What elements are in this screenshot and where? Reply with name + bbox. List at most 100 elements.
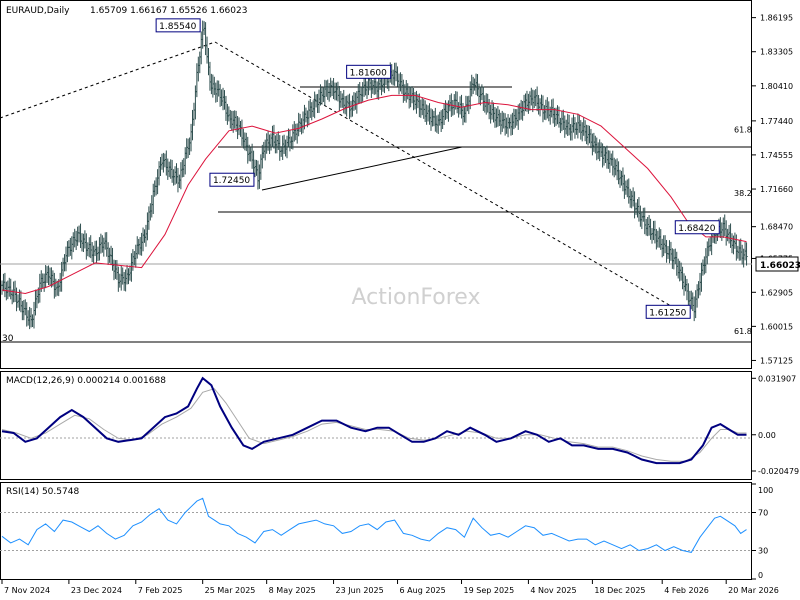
price-bar [178, 174, 181, 189]
price-bar [645, 218, 648, 236]
time-axis-label: 6 Aug 2025 [400, 586, 446, 595]
price-axis-label: 1.83305 [760, 48, 793, 57]
price-bar [80, 233, 84, 252]
price-bar [146, 212, 149, 241]
price-bar [136, 236, 139, 259]
price-bar [742, 248, 745, 268]
price-bar [614, 159, 617, 176]
price-bar [685, 278, 689, 301]
price-bar [729, 223, 732, 248]
price-bar [326, 79, 329, 100]
price-bar [93, 240, 97, 257]
price-bar [309, 98, 312, 118]
macd-axis-label: 0.031907 [758, 374, 796, 383]
price-bar [149, 203, 152, 221]
price-bar [585, 124, 588, 145]
price-bar [364, 76, 367, 96]
price-bar [157, 161, 161, 186]
price-bar [739, 238, 742, 261]
price-bar [653, 220, 657, 244]
price-bar [345, 95, 348, 117]
price-bar [474, 73, 478, 95]
price-bar [637, 197, 641, 222]
time-axis-label: 25 Mar 2025 [205, 586, 256, 595]
price-bar [188, 137, 191, 156]
price-bar [735, 234, 738, 261]
time-axis-label: 20 Mar 2026 [728, 586, 779, 595]
price-bar [631, 187, 635, 207]
price-bar [604, 146, 607, 164]
price-bar [67, 240, 71, 257]
price-bar [533, 90, 536, 109]
rsi-axis-label: 100 [758, 486, 773, 495]
price-bar [550, 99, 553, 118]
price-bar [438, 111, 441, 126]
price-bar [358, 81, 361, 104]
price-bar [649, 218, 652, 240]
price-bar [288, 129, 292, 152]
price-bar [185, 138, 188, 159]
price-bar [296, 123, 299, 144]
price-bar [32, 301, 36, 329]
price-bar [429, 108, 433, 131]
price-bar [38, 273, 42, 303]
price-bar [701, 259, 705, 276]
price-bar [576, 113, 580, 139]
price-bar [307, 100, 311, 126]
price-bar [528, 91, 532, 111]
price-bar [668, 240, 671, 264]
price-bar [413, 92, 417, 110]
current-price-box [755, 256, 799, 272]
price-bar [617, 161, 620, 185]
price-bar [9, 278, 12, 300]
price-bar [233, 110, 236, 129]
price-bar [595, 137, 598, 161]
price-bar [421, 97, 424, 116]
price-bar [98, 237, 101, 261]
price-bar [25, 302, 28, 327]
price-bar [361, 82, 364, 102]
price-bar [0, 280, 4, 295]
price-bar [22, 300, 26, 321]
price-bar [473, 78, 476, 91]
price-bar [579, 120, 582, 140]
price-bar [3, 272, 7, 298]
price-bar [498, 109, 501, 127]
price-panel-frame [0, 0, 752, 369]
price-bar [216, 80, 219, 103]
price-bar [194, 85, 197, 120]
price-bar [597, 142, 600, 160]
price-bar [112, 259, 116, 281]
price-bar [92, 245, 95, 265]
price-bar [505, 117, 508, 134]
price-bar [259, 154, 263, 180]
price-bar [547, 101, 550, 122]
rsi-axis-label: 0 [758, 571, 763, 580]
rsi-axis: 100 70 30 0 [752, 483, 773, 580]
price-bar [323, 79, 327, 106]
price-bar [211, 74, 215, 98]
price-bar [502, 112, 505, 129]
price-bar [588, 125, 591, 144]
price-bar [676, 258, 680, 279]
time-axis-label: 7 Nov 2024 [4, 586, 50, 595]
price-bar [184, 147, 187, 175]
moving-average [1, 94, 747, 295]
price-bar [692, 296, 696, 322]
price-bar [294, 123, 297, 141]
price-bar [153, 180, 156, 197]
price-bar [316, 93, 319, 114]
price-bar [304, 107, 308, 123]
price-annotation: 1.81600 [346, 64, 392, 79]
fib-level-labels: 61.8 38.2 61.8 [734, 125, 752, 335]
price-bar [297, 112, 300, 137]
price-bar [627, 178, 630, 204]
price-bar [205, 36, 209, 64]
price-bar [320, 87, 324, 105]
price-bar [41, 273, 44, 289]
macd-title: MACD(12,26,9) 0.000214 0.001688 [6, 376, 166, 386]
price-bar [426, 105, 430, 122]
price-bar [567, 114, 571, 136]
price-bar [213, 76, 216, 95]
